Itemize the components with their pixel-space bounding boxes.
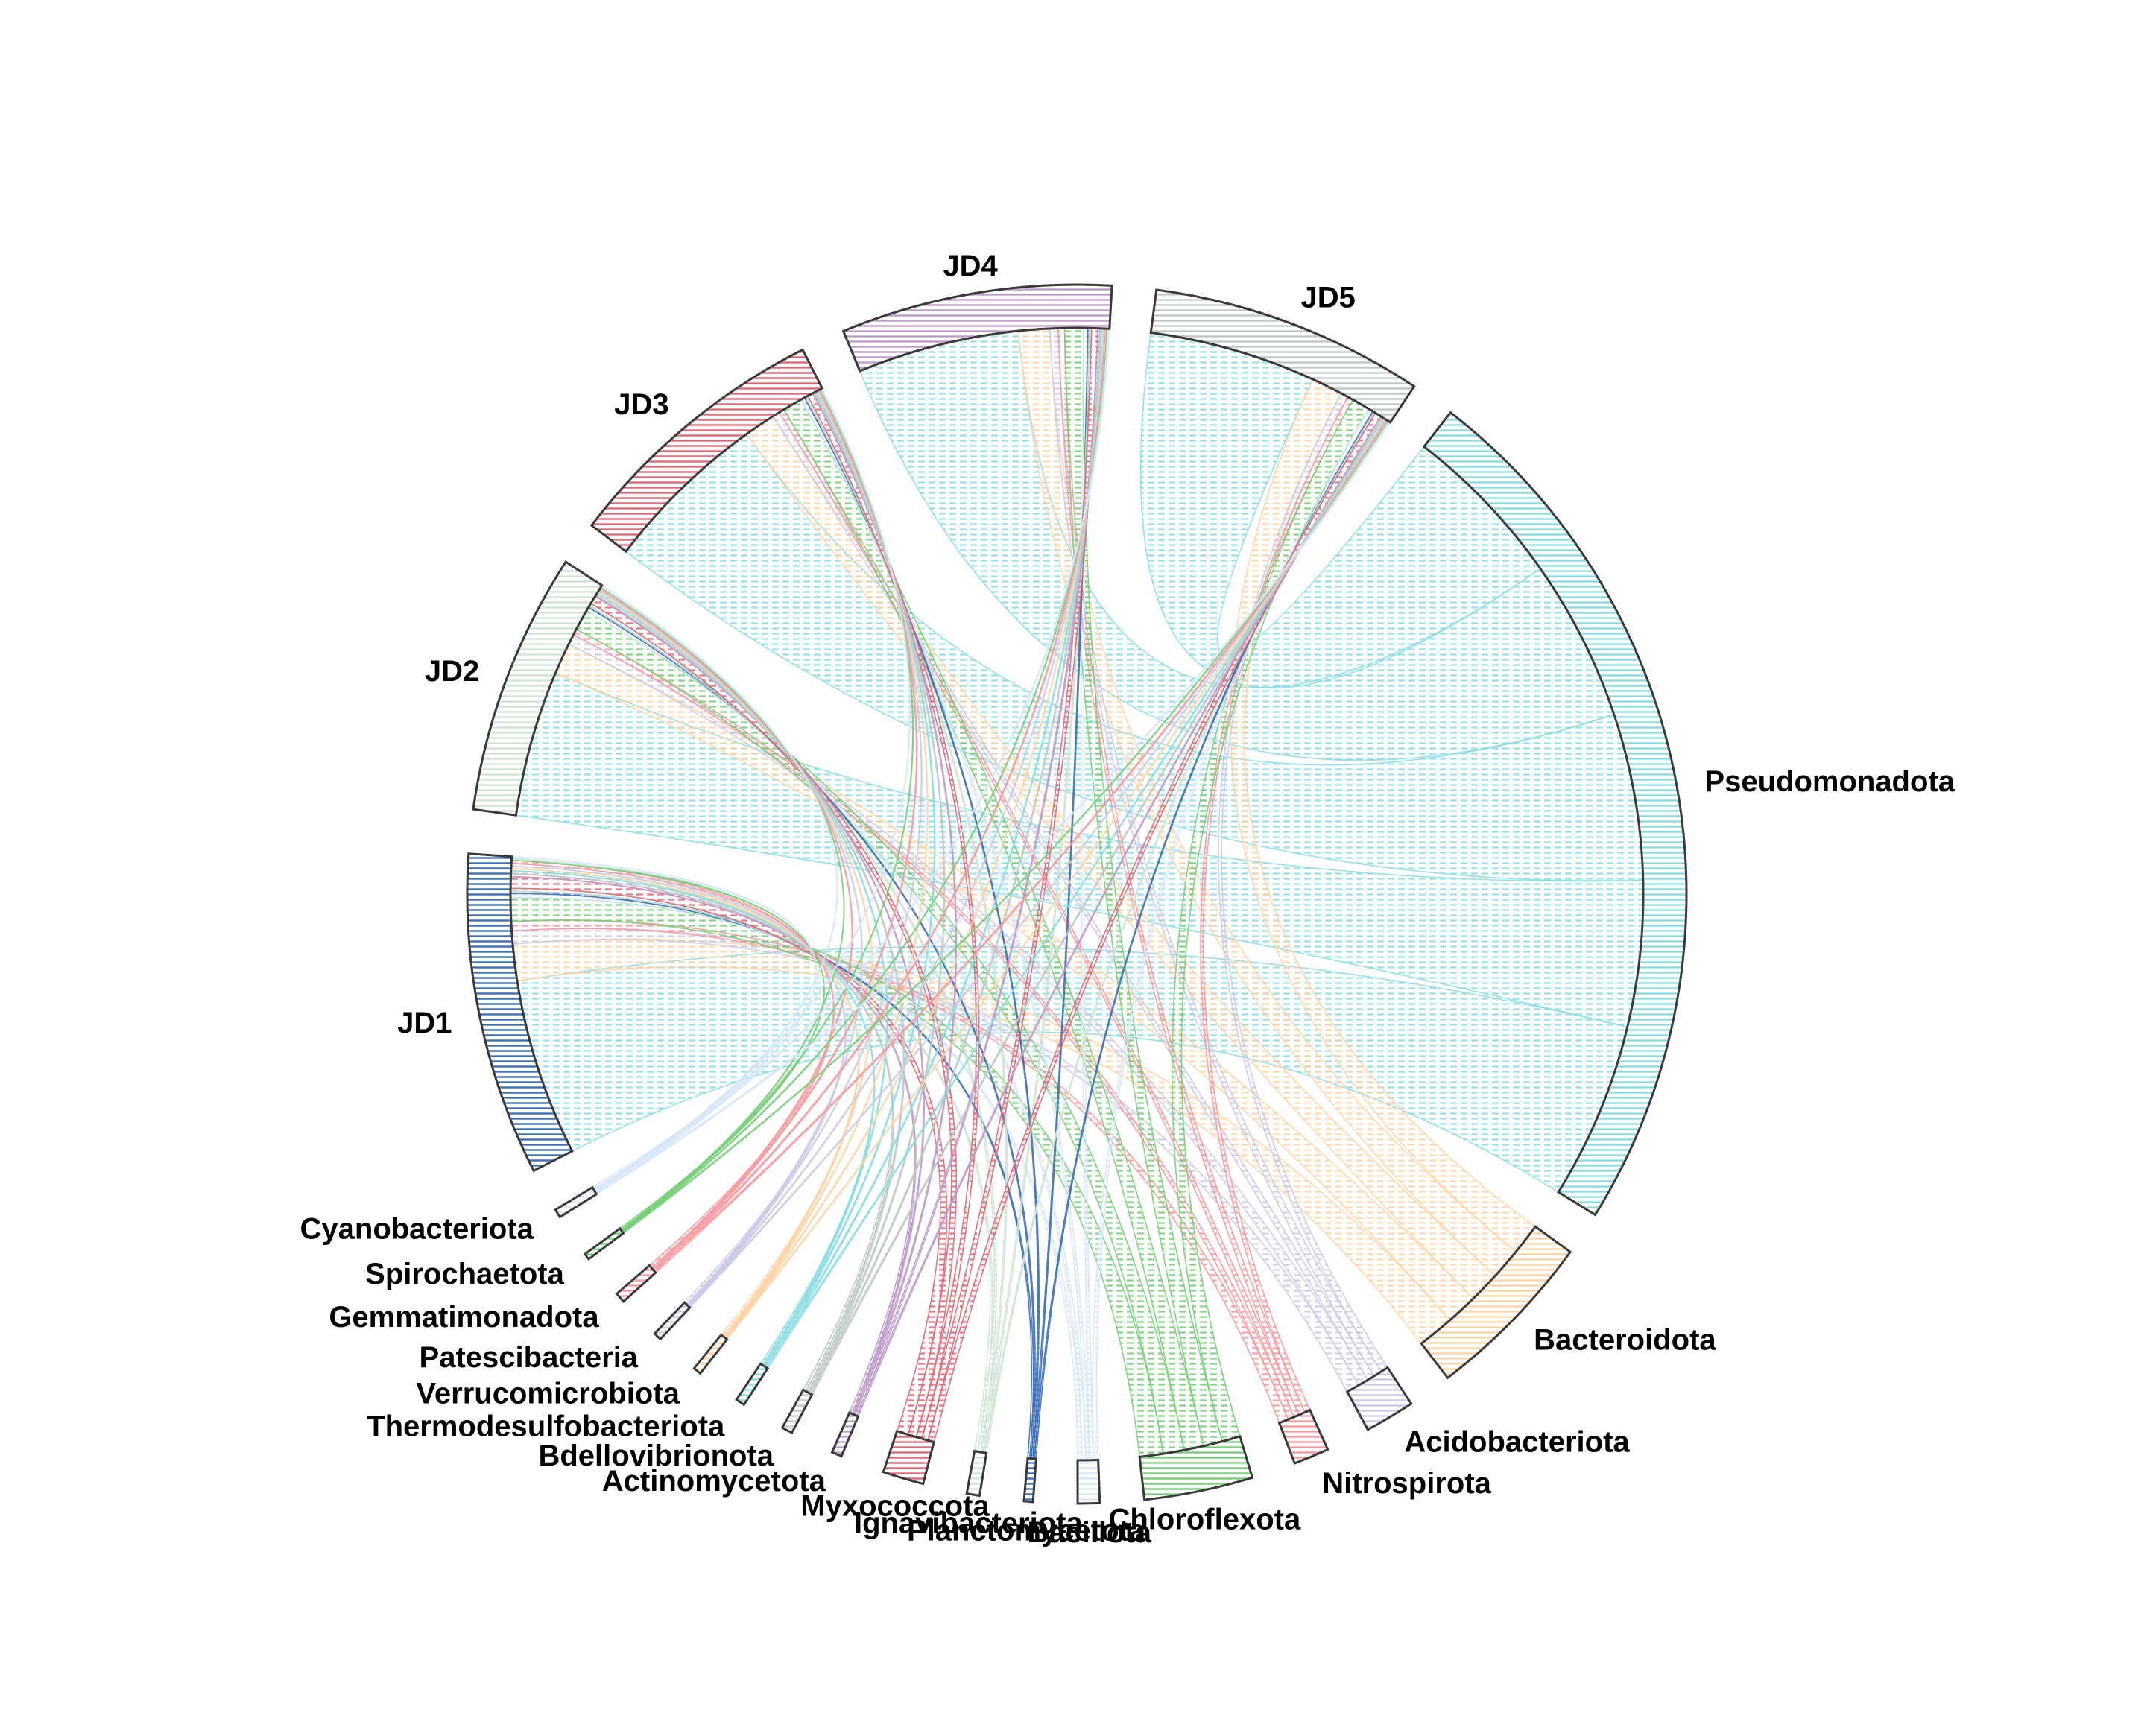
sector-bdellovibrionota [780, 1388, 814, 1435]
label-ignavibacteriota: Ignavibacteriota [854, 1507, 1084, 1540]
label-nitrospirota: Nitrospirota [1322, 1467, 1491, 1500]
label-acidobacteriota: Acidobacteriota [1404, 1426, 1630, 1459]
label-myxococcota: Myxococcota [800, 1489, 990, 1522]
sector-thermodesulfobacteriota [735, 1362, 770, 1407]
label-jd3: JD3 [614, 388, 668, 421]
label-bacillota: Bacillota [1027, 1516, 1151, 1549]
label-jd5: JD5 [1301, 281, 1356, 314]
sector-bacteroidota [1420, 1225, 1572, 1380]
label-jd1: JD1 [397, 1007, 452, 1039]
chord-labels: JD1 JD2 JD3 JD4 JD5 Pseudomonadota Bacteroidot… [300, 250, 1955, 1549]
label-gemmatimonadota: Gemmatimonadota [329, 1301, 599, 1334]
sector-pseudomonadota [1422, 411, 1688, 1217]
sector-spirochaetota [583, 1226, 625, 1261]
chord-ribbons [510, 327, 1644, 1461]
sector-bacillota [1076, 1458, 1101, 1505]
sector-actinomycetota [830, 1411, 860, 1458]
sector-jd1 [466, 852, 574, 1173]
label-pseudomonadota: Pseudomonadota [1704, 765, 1955, 798]
label-thermodesulfobacteriota: Thermodesulfobacteriota [367, 1410, 725, 1443]
label-jd2: JD2 [425, 655, 479, 688]
label-planctomycetota: Planctomycetota [907, 1514, 1146, 1547]
chord-sectors [466, 283, 1688, 1505]
label-bdellovibrionota: Bdellovibrionota [538, 1439, 774, 1472]
sector-ignavibacteriota [965, 1449, 988, 1498]
sector-acidobacteriota [1345, 1366, 1413, 1431]
label-chloroflexota: Chloroflexota [1108, 1504, 1301, 1536]
label-cyanobacteriota: Cyanobacteriota [300, 1213, 534, 1246]
sector-nitrospirota [1277, 1408, 1329, 1465]
sector-myxococcota [882, 1429, 936, 1486]
label-verrucomicrobiota: Verrucomicrobiota [416, 1378, 680, 1410]
label-bacteroidota: Bacteroidota [1534, 1323, 1716, 1356]
sector-gemmatimonadota [615, 1264, 657, 1303]
label-patescibacteria: Patescibacteria [420, 1341, 639, 1374]
sector-jd3 [589, 348, 824, 554]
sector-planctomycetota [1022, 1457, 1037, 1504]
sector-patescibacteria [653, 1300, 692, 1341]
sector-jd2 [472, 560, 604, 817]
sector-chloroflexota [1138, 1434, 1254, 1501]
label-actinomycetota: Actinomycetota [602, 1465, 826, 1498]
sector-cyanobacteriota [554, 1185, 598, 1219]
sector-verrucomicrobiota [692, 1333, 729, 1375]
sector-jd5 [1149, 288, 1416, 425]
label-spirochaetota: Spirochaetota [365, 1258, 564, 1290]
label-jd4: JD4 [943, 250, 998, 282]
sector-jd4 [841, 283, 1113, 373]
